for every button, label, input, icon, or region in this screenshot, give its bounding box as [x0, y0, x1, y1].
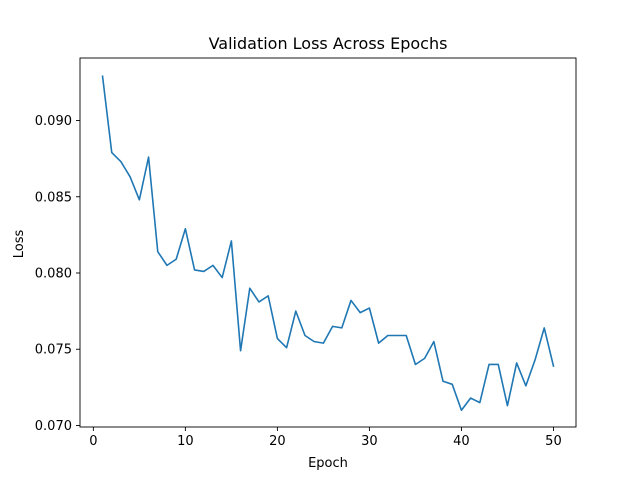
y-tick-label: 0.085 — [35, 190, 72, 205]
y-axis-label: Loss — [12, 230, 27, 259]
y-tick-label: 0.080 — [35, 266, 72, 281]
y-tick-label: 0.075 — [35, 343, 72, 358]
x-tick-label: 40 — [453, 434, 470, 449]
x-tick-label: 20 — [269, 434, 286, 449]
x-axis-label: Epoch — [308, 456, 348, 471]
y-tick-label: 0.090 — [35, 114, 72, 129]
chart-title: Validation Loss Across Epochs — [209, 34, 448, 53]
x-tick-label: 30 — [361, 434, 378, 449]
y-tick-label: 0.070 — [35, 419, 72, 434]
series-line — [101, 75, 555, 412]
x-tick-label: 10 — [177, 434, 194, 449]
x-tick-label: 50 — [545, 434, 562, 449]
axes-frame — [79, 57, 577, 428]
x-tick-label: 0 — [89, 434, 97, 449]
plot-area: 0 10 20 30 40 50 0.070 0.075 0.080 0.085 0.090 — [35, 57, 577, 449]
